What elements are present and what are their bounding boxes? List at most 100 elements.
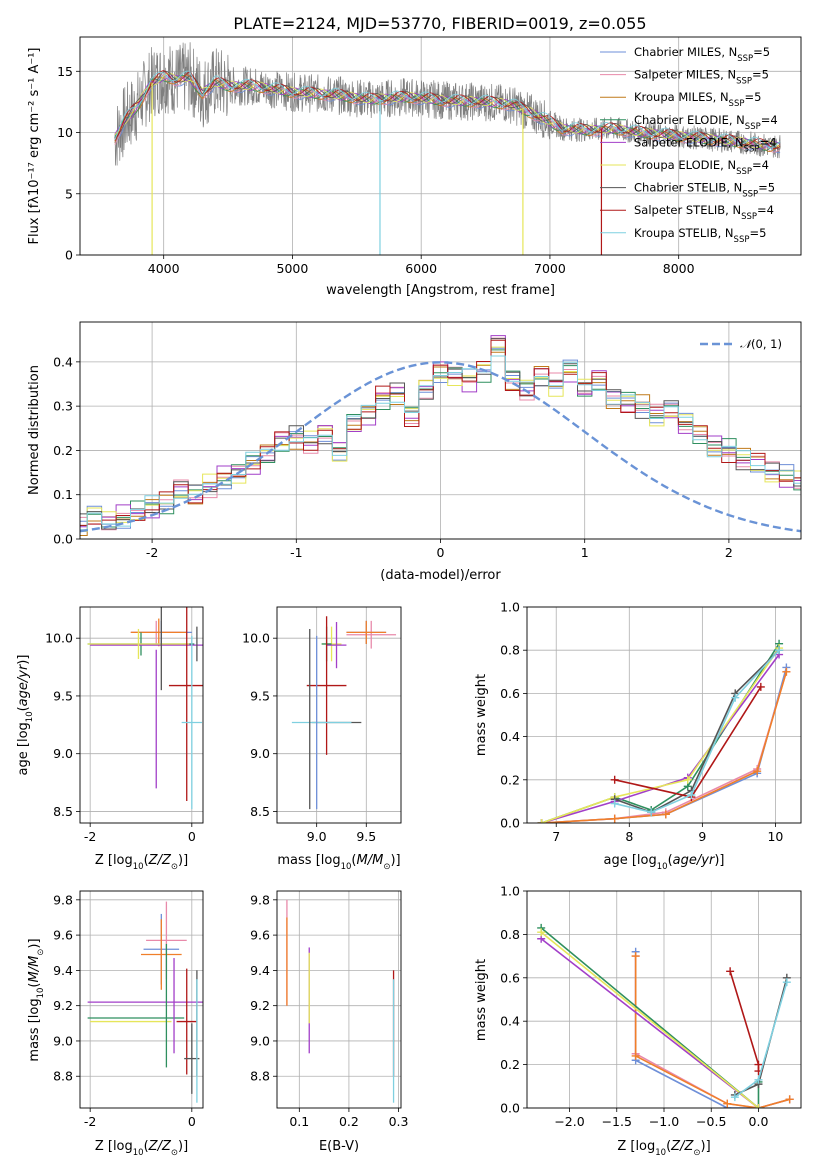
series-line	[540, 931, 759, 1108]
axes-mass-vs-Z: -2 08.89.09.29.49.69.8Z [log10(Z/Z⊙)]mass…	[27, 890, 204, 1158]
y-axis-label: mass weight	[474, 959, 489, 1041]
x-tick-label: -2	[146, 545, 158, 560]
y-tick-label: 9.0	[250, 1033, 270, 1048]
x-tick-label: 0	[437, 545, 445, 560]
text-part: )]	[178, 1139, 188, 1154]
text-part: age/yr	[673, 853, 716, 868]
legend-entry: Chabrier ELODIE, NSSP=4	[634, 113, 778, 132]
x-tick-label: 9.5	[356, 829, 376, 844]
text-part: )]	[390, 853, 400, 868]
text-part: SSP	[737, 54, 753, 64]
x-tick-label: 9.0	[307, 829, 327, 844]
x-tick-label: 0	[188, 1114, 196, 1129]
series-line	[541, 654, 780, 823]
y-tick-label: 9.0	[53, 746, 73, 761]
x-tick-label: 8	[625, 829, 633, 844]
axes-mass-weight-vs-Z: −2.0 −1.5 −1.0 −0.5 0.0 0.0 0.2 0.4 0.6 0.8 1.0 Z […	[474, 884, 802, 1158]
text-part: Z/Z	[670, 1139, 694, 1154]
data-point	[610, 799, 619, 808]
y-tick-label: 0	[65, 248, 73, 263]
x-tick-label: −1.0	[649, 1114, 679, 1129]
text-part: Z [log	[617, 1139, 655, 1154]
y-tick-label: 0.4	[53, 354, 73, 369]
plot-area	[537, 639, 791, 823]
y-tick-label: 9.6	[53, 928, 73, 943]
histogram-series	[80, 347, 801, 529]
text-part: Z/Z	[148, 853, 172, 868]
y-tick-label: 9.2	[53, 998, 73, 1013]
y-tick-label: 9.5	[250, 688, 270, 703]
y-tick-label: 0.8	[500, 927, 520, 942]
y-tick-label: 0.1	[53, 487, 73, 502]
x-tick-label: 0.0	[749, 1114, 769, 1129]
data-point	[687, 790, 696, 799]
y-tick-label: 0.2	[500, 772, 520, 787]
text-part: =4	[757, 203, 774, 217]
text-part: (	[144, 853, 149, 868]
text-part: ⊙	[383, 862, 390, 872]
x-axis-label: Z [log10(Z/Z⊙)]	[95, 1139, 188, 1158]
y-tick-label: 0.4	[500, 1014, 520, 1029]
y-tick-label: 8.8	[250, 1069, 270, 1084]
text-part: ⊙	[171, 862, 178, 872]
y-tick-label: 10	[57, 125, 73, 140]
axes-residual-histogram: -2 -1 0 1 2 0.0 0.1 0.2 0.3 0.4 (data-model)/error…	[27, 321, 802, 583]
text-part: ⊙	[171, 1148, 178, 1158]
model-spectrum	[114, 70, 781, 149]
text-part: =5	[753, 45, 770, 59]
y-tick-label: 9.4	[53, 963, 73, 978]
text-part: 10	[133, 862, 144, 872]
text-part: age [log	[16, 722, 31, 775]
text-part: SSP	[745, 122, 761, 132]
data-point	[731, 693, 740, 702]
data-point	[782, 978, 791, 987]
data-point	[730, 1093, 739, 1102]
text-part: )]	[16, 655, 31, 665]
x-tick-label: 7	[552, 829, 560, 844]
x-tick-label: -1	[290, 545, 302, 560]
y-axis-label: Normed distribution	[27, 365, 42, 495]
y-tick-label: 9.0	[53, 1033, 73, 1048]
y-tick-label: 9.4	[250, 963, 270, 978]
text-part: )]	[27, 938, 42, 948]
series-line	[541, 643, 780, 823]
text-part: Salpeter ELODIE, N	[634, 135, 744, 149]
y-tick-label: 8.5	[53, 804, 73, 819]
gaussian-reference-curve	[80, 361, 801, 533]
y-tick-label: 9.6	[250, 928, 270, 943]
y-tick-label: 9.5	[53, 688, 73, 703]
model-spectrum	[114, 74, 781, 152]
y-tick-label: 9.8	[53, 892, 73, 907]
y-tick-label: 15	[57, 64, 73, 79]
x-tick-label: 5000	[277, 261, 309, 276]
y-tick-label: 8.5	[250, 804, 270, 819]
x-axis-label: age [log10(age/yr)]	[604, 853, 725, 872]
series-line	[541, 647, 780, 823]
plot-area	[291, 616, 397, 810]
text-part: (	[16, 706, 31, 711]
data-point	[754, 1075, 763, 1084]
series-line	[634, 956, 790, 1108]
y-tick-label: 0.2	[500, 1057, 520, 1072]
x-tick-label: 6000	[405, 261, 437, 276]
text-part: 10	[341, 862, 352, 872]
text-part: mass [log	[277, 853, 340, 868]
text-part: (	[144, 1139, 149, 1154]
y-tick-label: 0.3	[53, 399, 73, 414]
text-part: mass [log	[27, 998, 42, 1061]
plot-area	[114, 42, 781, 255]
y-tick-label: 9.8	[250, 892, 270, 907]
legend-entry: Salpeter ELODIE, NSSP=4	[634, 135, 777, 154]
x-tick-label: -2	[84, 829, 96, 844]
series-line	[540, 938, 759, 1108]
data-point	[610, 775, 619, 784]
text-part: (	[666, 1139, 671, 1154]
axes-frame	[526, 890, 802, 1109]
y-tick-label: 0.0	[500, 1101, 520, 1116]
figure-title: PLATE=2124, MJD=53770, FIBERID=0019, z=0…	[233, 14, 646, 33]
plot-area	[87, 901, 203, 1103]
text-part: M/M	[27, 956, 42, 983]
x-axis-label: mass [log10(M/M⊙)]	[277, 853, 400, 872]
